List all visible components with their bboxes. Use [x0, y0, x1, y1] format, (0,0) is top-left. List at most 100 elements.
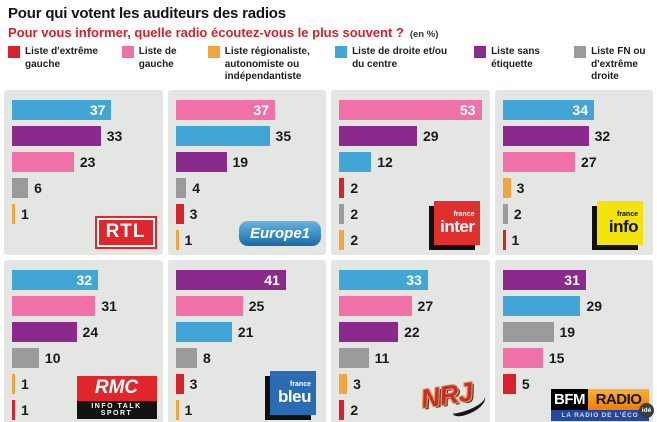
- radio-panel-bfm-radio: 31 29 19 15 5 BFM RADIO LA RADIO DE L'ÉCO: [494, 259, 653, 422]
- europe1-logo: Europe1: [238, 220, 321, 246]
- bar-row-left: 27: [502, 151, 646, 172]
- bar-row-right_center: 12: [339, 151, 482, 172]
- bar-value: 5: [521, 375, 530, 392]
- bar-value: 3: [189, 375, 198, 392]
- bar-value: 37: [89, 101, 106, 118]
- bar-far_left: [175, 203, 184, 224]
- bar-no_label: 31: [502, 269, 586, 290]
- bfm-logo: BFM RADIO LA RADIO DE L'ÉCO: [551, 388, 649, 421]
- bar-value: 32: [594, 127, 611, 144]
- legend-swatch-right_center: [335, 46, 348, 58]
- bar-right_center: 34: [502, 99, 594, 120]
- bar-no_label: 41: [175, 269, 286, 290]
- bar-row-regionalist: 3: [339, 373, 482, 394]
- legend: Liste d'extrême gauche Liste de gauche Lis…: [8, 46, 649, 84]
- bar-fn: [12, 177, 29, 198]
- rtl-logo: RTL: [96, 217, 155, 247]
- rmc-logo: RMC INFO TALK SPORT: [76, 375, 157, 419]
- bar-value: 33: [406, 271, 422, 288]
- bar-no_label: [339, 321, 399, 342]
- bar-left: 37: [175, 99, 275, 120]
- bar-value: 6: [34, 179, 42, 196]
- bar-value: 34: [572, 101, 588, 118]
- bar-value: 4: [192, 179, 200, 196]
- bar-value: 1: [184, 401, 193, 418]
- unit-note: (en %): [409, 29, 439, 40]
- bar-left: [12, 151, 74, 172]
- bar-far_left: [502, 373, 516, 394]
- bar-fn: [175, 177, 187, 198]
- legend-item-no_label: Liste sans étiquette: [474, 46, 561, 71]
- bar-left: [339, 295, 412, 316]
- bar-row-left: 31: [12, 295, 155, 316]
- chart-title: Pour qui votent les auditeurs des radios: [8, 5, 286, 22]
- logo-face: france bleu: [270, 370, 316, 415]
- bar-fn: [339, 203, 345, 224]
- bar-value: 27: [417, 297, 434, 314]
- logo-subtext: INFO TALK SPORT: [76, 400, 157, 419]
- bar-row-right_center: 35: [175, 125, 319, 146]
- bar-value: 3: [353, 375, 361, 392]
- radio-panel-france-bleu: 41 25 21 8 3 1 france bleu: [167, 259, 326, 422]
- bar-row-left: 37: [175, 99, 319, 120]
- bar-left: [12, 295, 96, 316]
- logo-text-top: france: [616, 210, 638, 218]
- bar-far_left: [339, 177, 345, 198]
- bar-row-fn: 8: [175, 347, 319, 368]
- bar-value: 25: [248, 297, 265, 314]
- bar-value: 22: [404, 323, 420, 340]
- bar-no_label: [502, 125, 589, 146]
- bar-value: 2: [350, 179, 359, 196]
- bar-value: 23: [79, 153, 96, 170]
- legend-label: Liste sans étiquette: [491, 46, 540, 70]
- bar-row-left: 23: [12, 151, 155, 172]
- bar-row-regionalist: 1: [12, 373, 155, 394]
- bar-row-no_label: 29: [339, 125, 482, 146]
- legend-item-left: Liste de gauche: [121, 46, 195, 71]
- bar-value: 3: [516, 179, 525, 196]
- bar-row-far_left: 3: [175, 203, 319, 224]
- bar-far_left: [175, 373, 184, 394]
- logo-text-bfm: BFM: [551, 388, 588, 410]
- bar-value: 15: [548, 349, 565, 366]
- bar-value: 33: [106, 127, 123, 144]
- legend-label: Liste de gauche: [138, 46, 177, 70]
- bar-right_center: 32: [12, 269, 99, 290]
- bar-value: 1: [21, 401, 29, 418]
- bar-row-no_label: 19: [175, 151, 319, 172]
- bar-value: 27: [581, 153, 597, 170]
- bar-row-no_label: 32: [502, 125, 646, 146]
- bar-row-fn: 19: [502, 321, 646, 342]
- panels-grid: 37 33 23 6 1 RTL 37 35 19 4 3 1 Europe1 53 29 12 2 2 2 fran…: [4, 89, 653, 422]
- nrj-logo: NRJ: [419, 376, 475, 414]
- bar-row-left: 53: [339, 99, 482, 120]
- bar-row-regionalist: 2: [339, 229, 482, 250]
- bar-row-left: 27: [339, 295, 482, 316]
- bar-no_label: [12, 321, 77, 342]
- bar-row-no_label: 24: [12, 321, 155, 342]
- bar-regionalist: [175, 229, 179, 250]
- legend-swatch-no_label: [474, 46, 487, 58]
- logo-subtext: LA RADIO DE L'ÉCO: [551, 409, 649, 421]
- bar-row-far_left: 3: [175, 373, 319, 394]
- bar-row-no_label: 31: [502, 269, 646, 290]
- logo-text-row: BFM RADIO: [551, 388, 649, 410]
- bar-value: 32: [76, 271, 93, 288]
- radio-panel-france-info: 34 32 27 3 2 1 france info: [494, 89, 653, 255]
- bar-row-fn: 2: [339, 203, 482, 224]
- bar-value: 31: [101, 297, 117, 314]
- bar-value: 29: [422, 127, 439, 144]
- bar-regionalist: [502, 177, 511, 198]
- inter-logo: france inter: [428, 200, 480, 250]
- bar-value: 3: [189, 205, 198, 222]
- bar-right_center: [502, 295, 581, 316]
- bar-row-right_center: 34: [502, 99, 646, 120]
- legend-item-far_left: Liste d'extrême gauche: [8, 46, 109, 71]
- bar-left: 53: [339, 99, 482, 120]
- bar-right_center: 33: [339, 269, 428, 290]
- bar-row-far_left: 2: [339, 399, 482, 420]
- legend-label: Liste régionaliste, autonomiste ou indép…: [224, 46, 310, 82]
- bar-far_left: [502, 229, 506, 250]
- bar-regionalist: [12, 373, 15, 394]
